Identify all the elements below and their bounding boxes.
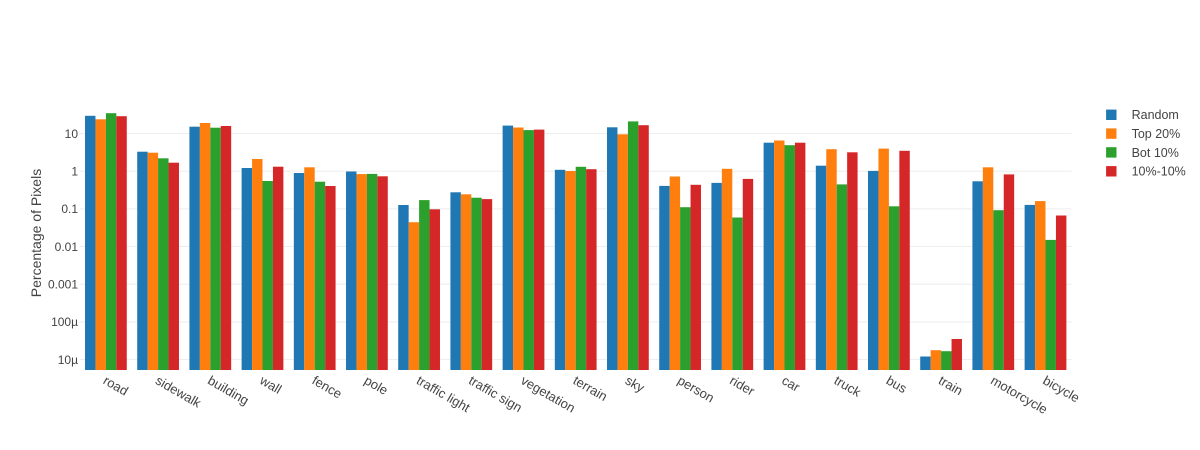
svg-text:0.01: 0.01 [55,240,79,254]
svg-text:10%-10%: 10%-10% [1132,165,1186,179]
svg-text:Bot 10%: Bot 10% [1132,146,1179,160]
svg-text:Percentage of Pixels: Percentage of Pixels [28,169,44,297]
svg-text:Top 20%: Top 20% [1132,127,1181,141]
svg-text:1: 1 [71,165,78,179]
svg-text:Random: Random [1132,108,1179,122]
svg-text:0.1: 0.1 [61,202,78,216]
svg-text:100µ: 100µ [51,315,78,329]
svg-text:0.001: 0.001 [48,278,78,292]
svg-text:10µ: 10µ [58,353,78,367]
svg-text:10: 10 [65,127,79,141]
